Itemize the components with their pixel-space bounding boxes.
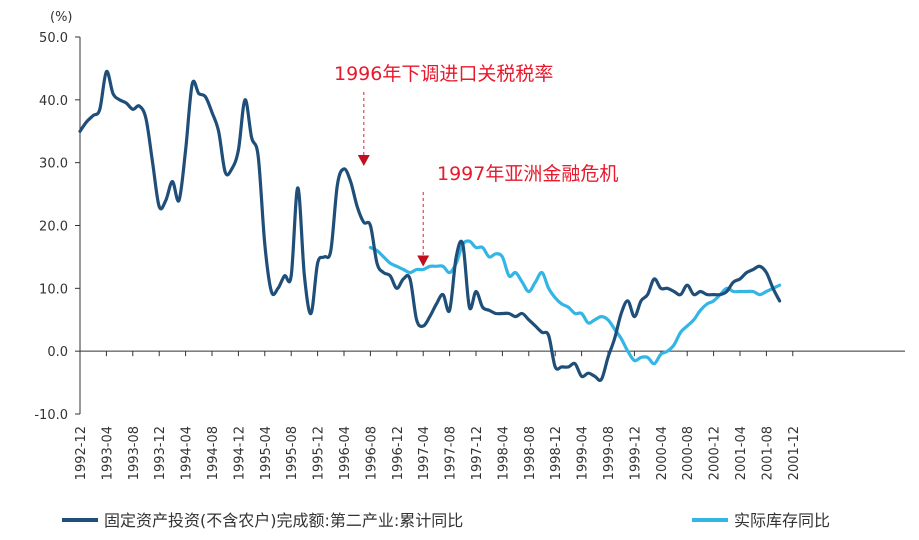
x-tick-label: 2000-04	[655, 426, 670, 480]
x-tick-label: 1993-12	[153, 426, 168, 480]
y-tick-label: 0.0	[47, 345, 68, 360]
x-tick-label: 1994-04	[180, 426, 195, 480]
x-tick-label: 1994-12	[232, 426, 247, 480]
y-tick-label: 20.0	[39, 220, 68, 235]
x-tick-label: 1995-08	[285, 426, 300, 480]
x-tick-label: 1996-04	[338, 426, 353, 480]
x-tick-label: 1999-04	[576, 426, 591, 480]
x-tick-label: 2001-08	[760, 426, 775, 480]
x-tick-label: 1999-12	[628, 426, 643, 480]
legend-label-1: 固定资产投资(不含农户)完成额:第二产业:累计同比	[104, 511, 463, 530]
x-tick-label: 1996-12	[391, 426, 406, 480]
x-tick-label: 1998-04	[496, 426, 511, 480]
x-tick-label: 1995-04	[259, 426, 274, 480]
y-tick-label: 30.0	[39, 157, 68, 172]
x-tick-label: 2000-12	[708, 426, 723, 480]
x-tick-label: 1995-12	[312, 426, 327, 480]
x-tick-label: 1992-12	[74, 426, 89, 480]
x-tick-label: 2001-04	[734, 426, 749, 480]
y-axis: 50.0 40.0 30.0 20.0 10.0 0.0 -10.0	[34, 31, 81, 423]
x-tick-label: 1997-04	[417, 426, 432, 480]
x-tick-label: 1993-08	[127, 426, 142, 480]
legend: 固定资产投资(不含农户)完成额:第二产业:累计同比 实际库存同比	[62, 511, 830, 530]
legend-label-2: 实际库存同比	[734, 511, 830, 530]
y-tick-label: 40.0	[39, 94, 68, 109]
x-tick-label: 1993-04	[100, 426, 115, 480]
x-tick-label: 1998-08	[523, 426, 538, 480]
x-tick-label: 1997-08	[444, 426, 459, 480]
series-line-2	[368, 239, 782, 366]
x-tick-label: 1998-12	[549, 426, 564, 480]
annotation-layer: 1996年下调进口关税税率 1997年亚洲金融危机	[334, 63, 618, 267]
x-tick-label: 1996-08	[364, 426, 379, 480]
x-tick-label: 1999-08	[602, 426, 617, 480]
series-line-1	[78, 69, 782, 382]
x-axis: 1992-12 1993-04 1993-08 1993-12 1994-04 1994-…	[74, 350, 905, 480]
annotation-arrow	[357, 154, 370, 166]
y-unit-label: (%)	[50, 10, 73, 25]
y-tick-label: -10.0	[34, 408, 68, 423]
x-tick-label: 1997-12	[470, 426, 485, 480]
y-tick-label: 50.0	[39, 31, 68, 46]
annotation-arrow	[417, 255, 430, 267]
x-tick-label: 1994-08	[206, 426, 221, 480]
annotation-label: 1997年亚洲金融危机	[437, 163, 618, 185]
y-tick-label: 10.0	[39, 282, 68, 297]
series-layer	[78, 69, 782, 382]
x-tick-label: 2001-12	[787, 426, 802, 480]
x-tick-label: 2000-08	[681, 426, 696, 480]
annotation-label: 1996年下调进口关税税率	[334, 63, 553, 85]
